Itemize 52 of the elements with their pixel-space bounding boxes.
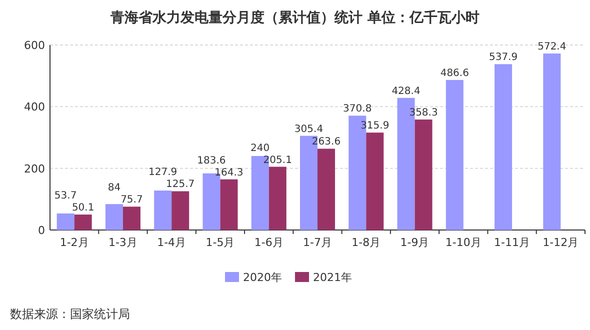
data-label: 50.1 xyxy=(72,202,94,214)
x-tick-label: 1-7月 xyxy=(303,236,332,249)
x-tick-label: 1-6月 xyxy=(254,236,284,249)
data-label: 263.6 xyxy=(312,136,341,148)
x-tick-label: 1-5月 xyxy=(206,236,235,249)
data-label: 428.4 xyxy=(392,86,420,97)
bar xyxy=(122,206,140,230)
data-label: 75.7 xyxy=(120,194,143,206)
legend-label: 2021年 xyxy=(313,271,352,284)
bar xyxy=(220,179,238,230)
data-label: 486.6 xyxy=(440,68,469,79)
x-tick-label: 1-9月 xyxy=(400,236,430,249)
bar xyxy=(366,132,384,230)
data-label: 53.7 xyxy=(54,190,77,202)
x-tick-label: 1-12月 xyxy=(542,236,579,249)
data-label: 127.9 xyxy=(148,167,178,178)
x-tick-label: 1-3月 xyxy=(108,236,138,249)
data-label: 358.3 xyxy=(409,108,438,119)
bar xyxy=(172,191,190,230)
data-label: 164.3 xyxy=(214,167,244,178)
data-label: 305.4 xyxy=(294,124,324,135)
bar xyxy=(494,64,512,230)
data-label: 125.7 xyxy=(166,179,195,190)
data-label: 370.8 xyxy=(343,104,372,115)
y-tick-label: 0 xyxy=(38,224,45,237)
bar xyxy=(318,148,336,230)
data-label: 205.1 xyxy=(263,154,292,166)
source-note: 数据来源：国家统计局 xyxy=(10,307,130,321)
bar xyxy=(56,213,74,230)
x-tick-label: 1-11月 xyxy=(494,236,530,249)
bar xyxy=(154,190,172,230)
data-label: 183.6 xyxy=(197,155,226,166)
legend-label: 2020年 xyxy=(243,271,282,284)
data-label: 315.9 xyxy=(360,120,390,132)
x-tick-label: 1-10月 xyxy=(445,236,482,249)
data-label: 572.4 xyxy=(538,42,566,53)
data-label: 240 xyxy=(250,142,270,154)
bar xyxy=(414,120,432,230)
y-tick-label: 200 xyxy=(24,162,45,176)
bar xyxy=(74,214,92,230)
bar xyxy=(543,54,561,230)
data-label: 84 xyxy=(108,182,121,194)
y-tick-label: 400 xyxy=(24,100,45,114)
x-tick-label: 1-2月 xyxy=(60,236,89,249)
x-tick-label: 1-4月 xyxy=(157,236,186,249)
bar xyxy=(268,166,286,230)
x-tick-label: 1-8月 xyxy=(352,236,381,249)
y-tick-label: 600 xyxy=(24,39,45,52)
bar xyxy=(446,80,464,230)
bar xyxy=(105,204,123,230)
chart-title: 青海省水力发电量分月度（累计值）统计 单位：亿千瓦小时 xyxy=(110,9,480,26)
data-label: 537.9 xyxy=(488,52,518,64)
